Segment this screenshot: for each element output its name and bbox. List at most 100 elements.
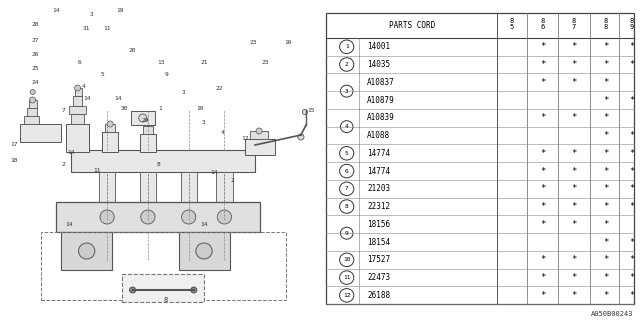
Text: 3: 3 <box>202 119 206 124</box>
Circle shape <box>129 287 136 293</box>
Bar <box>179 232 230 270</box>
Text: 7: 7 <box>61 108 65 113</box>
Text: *: * <box>540 42 545 51</box>
Text: 23: 23 <box>249 39 257 44</box>
Bar <box>72 150 255 172</box>
Text: *: * <box>629 96 635 105</box>
Text: 2: 2 <box>345 62 349 67</box>
Bar <box>61 232 112 270</box>
Text: *: * <box>540 166 545 176</box>
Text: 4: 4 <box>345 124 349 129</box>
Text: 9: 9 <box>345 231 349 236</box>
Text: *: * <box>540 273 545 282</box>
Bar <box>20 124 61 142</box>
Text: *: * <box>572 149 577 158</box>
Text: 8
6: 8 6 <box>541 18 545 30</box>
Text: 3: 3 <box>182 90 186 94</box>
Text: *: * <box>603 255 608 264</box>
Text: 22: 22 <box>216 85 223 91</box>
Text: *: * <box>572 166 577 176</box>
Text: 14: 14 <box>52 7 60 12</box>
Bar <box>250 131 268 139</box>
Text: 15: 15 <box>307 108 315 113</box>
Text: *: * <box>572 42 577 51</box>
Text: *: * <box>603 237 608 247</box>
Text: 10: 10 <box>196 106 204 110</box>
Text: 18: 18 <box>10 157 18 163</box>
Bar <box>26 108 36 116</box>
Circle shape <box>139 114 147 122</box>
Text: 8
8: 8 8 <box>604 18 607 30</box>
Text: *: * <box>629 291 635 300</box>
Text: *: * <box>572 291 577 300</box>
Text: 8: 8 <box>156 163 160 167</box>
Text: *: * <box>540 60 545 69</box>
Bar <box>24 116 39 124</box>
Text: *: * <box>603 291 608 300</box>
Bar <box>102 132 118 152</box>
Text: 14: 14 <box>200 222 208 228</box>
Text: *: * <box>540 220 545 229</box>
Text: *: * <box>540 113 545 122</box>
Bar <box>76 88 82 96</box>
Text: 11: 11 <box>93 167 100 172</box>
Text: *: * <box>603 42 608 51</box>
Circle shape <box>196 243 212 259</box>
Text: *: * <box>572 220 577 229</box>
Circle shape <box>79 243 95 259</box>
Bar <box>105 124 115 132</box>
Text: 6: 6 <box>345 169 349 173</box>
Text: 22473: 22473 <box>367 273 390 282</box>
Text: 23: 23 <box>262 60 269 65</box>
Text: 5: 5 <box>100 73 104 77</box>
Bar <box>56 202 260 232</box>
Bar <box>67 124 89 152</box>
Text: 3: 3 <box>345 89 349 94</box>
Text: 14774: 14774 <box>367 166 390 176</box>
Text: *: * <box>572 202 577 211</box>
Circle shape <box>74 85 81 91</box>
Text: *: * <box>572 78 577 87</box>
Text: *: * <box>629 237 635 247</box>
Bar <box>131 111 155 125</box>
Text: *: * <box>629 202 635 211</box>
Text: *: * <box>540 149 545 158</box>
Text: 7: 7 <box>345 186 349 191</box>
Text: 24: 24 <box>32 79 40 84</box>
Text: 4: 4 <box>221 130 224 134</box>
Text: 14: 14 <box>115 95 122 100</box>
Text: 12: 12 <box>241 135 248 140</box>
Text: *: * <box>629 255 635 264</box>
Text: 26: 26 <box>32 52 40 58</box>
Text: 18154: 18154 <box>367 237 390 247</box>
Text: 2: 2 <box>61 163 65 167</box>
Text: PARTS CORD: PARTS CORD <box>388 21 435 30</box>
Text: *: * <box>629 131 635 140</box>
Text: *: * <box>603 131 608 140</box>
Text: *: * <box>572 273 577 282</box>
Bar <box>72 114 84 124</box>
Text: *: * <box>629 42 635 51</box>
Text: *: * <box>603 113 608 122</box>
Text: *: * <box>629 166 635 176</box>
Text: 6: 6 <box>77 60 81 65</box>
Text: 14: 14 <box>66 222 73 228</box>
Text: 21203: 21203 <box>367 184 390 193</box>
Text: 25: 25 <box>32 66 40 70</box>
Text: 14: 14 <box>68 149 75 155</box>
Text: *: * <box>603 184 608 193</box>
Text: A10839: A10839 <box>367 113 395 122</box>
Bar <box>143 126 153 134</box>
Text: 2: 2 <box>230 178 234 182</box>
Text: *: * <box>540 78 545 87</box>
Text: 1: 1 <box>345 44 349 49</box>
Text: 20: 20 <box>129 47 136 52</box>
Bar <box>140 134 156 152</box>
Text: 13: 13 <box>157 60 165 65</box>
Text: 12: 12 <box>343 293 351 298</box>
Bar <box>140 172 156 202</box>
Circle shape <box>191 287 197 293</box>
Text: *: * <box>572 184 577 193</box>
Bar <box>29 100 36 108</box>
Text: A10837: A10837 <box>367 78 395 87</box>
